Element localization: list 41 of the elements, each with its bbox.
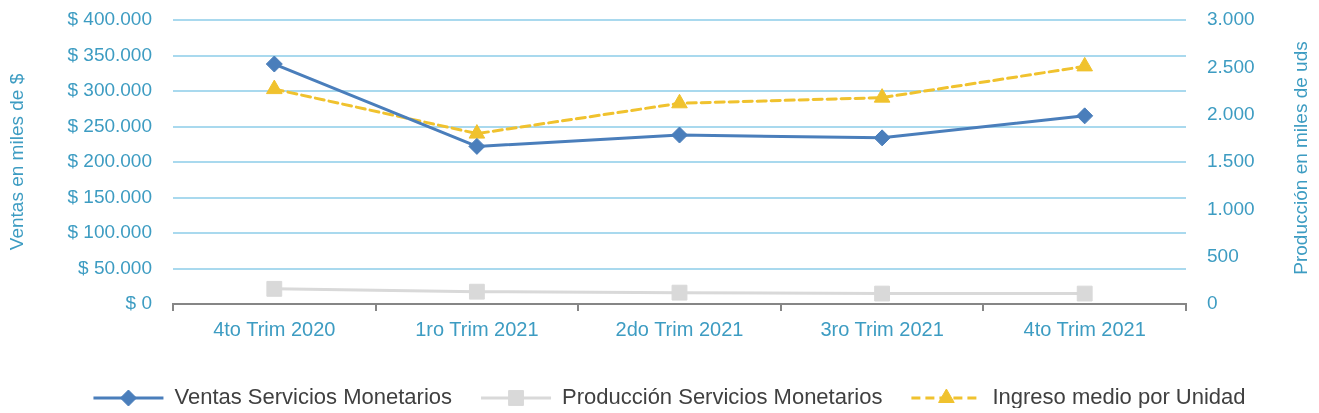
x-tick-label: 2do Trim 2021 xyxy=(615,317,744,340)
y-tick-label: $ 150.000 xyxy=(67,185,152,207)
point xyxy=(265,55,283,73)
point xyxy=(266,280,283,297)
y2-tick-label: 0 xyxy=(1207,292,1218,314)
y2-tick-label: 1.000 xyxy=(1207,197,1255,219)
point xyxy=(671,93,688,109)
y2-tick-label: 3.000 xyxy=(1207,8,1255,30)
y-tick-label: $ 100.000 xyxy=(67,221,152,243)
y-tick-label: $ 400.000 xyxy=(67,8,152,30)
x-tick-label: 1ro Trim 2021 xyxy=(415,317,539,340)
y2-tick-label: 2.000 xyxy=(1207,102,1255,124)
point xyxy=(1076,285,1093,302)
y2-tick-label: 2.500 xyxy=(1207,55,1255,77)
y-tick-label: $ 250.000 xyxy=(67,114,152,136)
legend-label: Ventas Servicios Monetarios xyxy=(174,384,453,410)
point xyxy=(1076,56,1093,72)
y-tick-label: $ 350.000 xyxy=(67,43,152,65)
legend-label: Producción Servicios Monetarios xyxy=(562,384,883,410)
point xyxy=(873,129,891,147)
y-tick-label: $ 0 xyxy=(125,292,152,314)
y2-axis-title: Producción en miles de uds xyxy=(1290,41,1312,275)
point xyxy=(873,88,891,103)
y-tick-label: $ 200.000 xyxy=(67,150,152,172)
y2-tick-label: 1.500 xyxy=(1207,150,1255,172)
y2-tick-label: 500 xyxy=(1207,244,1239,266)
point xyxy=(266,79,283,95)
y-axis-title: Ventas en miles de $ xyxy=(5,73,27,251)
y-tick-label: $ 300.000 xyxy=(67,79,152,101)
x-tick-label: 3ro Trim 2021 xyxy=(820,317,944,340)
point xyxy=(468,283,485,300)
legend-label: Ingreso medio por Unidad xyxy=(992,384,1246,410)
point xyxy=(468,137,486,155)
y-tick-label: $ 50.000 xyxy=(78,256,152,278)
point xyxy=(671,284,688,301)
point xyxy=(671,126,688,144)
point xyxy=(874,285,891,302)
x-tick-label: 4to Trim 2020 xyxy=(213,317,336,340)
x-tick-label: 4to Trim 2021 xyxy=(1023,317,1146,340)
point xyxy=(1076,107,1094,125)
point xyxy=(468,124,486,139)
